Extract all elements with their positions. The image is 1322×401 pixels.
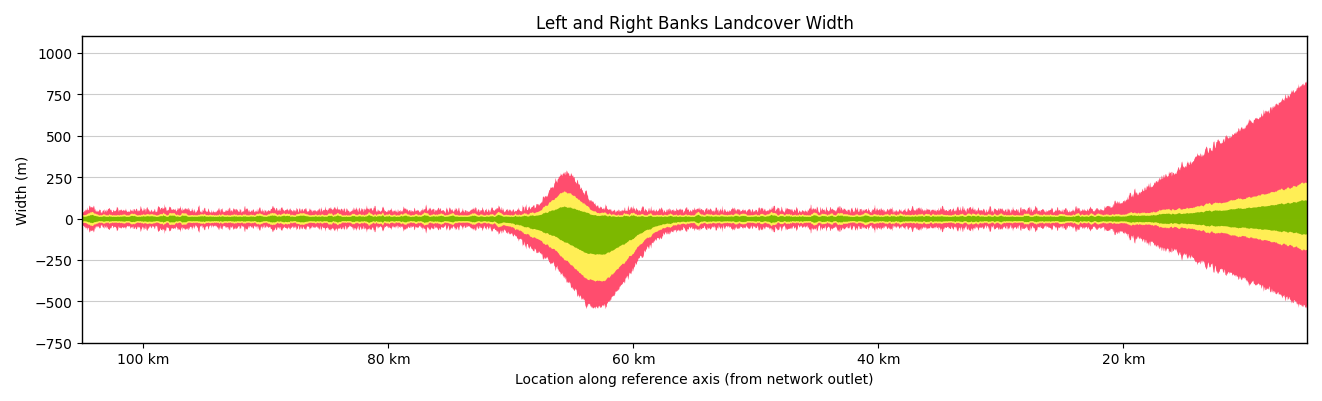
Y-axis label: Width (m): Width (m) xyxy=(15,156,29,225)
Title: Left and Right Banks Landcover Width: Left and Right Banks Landcover Width xyxy=(535,15,854,33)
X-axis label: Location along reference axis (from network outlet): Location along reference axis (from netw… xyxy=(516,372,874,386)
